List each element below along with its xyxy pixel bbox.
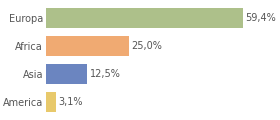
Bar	[46, 36, 129, 56]
Text: 12,5%: 12,5%	[90, 69, 121, 79]
Text: 59,4%: 59,4%	[246, 13, 276, 23]
Text: 25,0%: 25,0%	[131, 41, 162, 51]
Bar	[46, 64, 87, 84]
Text: 3,1%: 3,1%	[59, 97, 83, 107]
Bar	[46, 92, 56, 112]
Bar	[46, 8, 243, 28]
